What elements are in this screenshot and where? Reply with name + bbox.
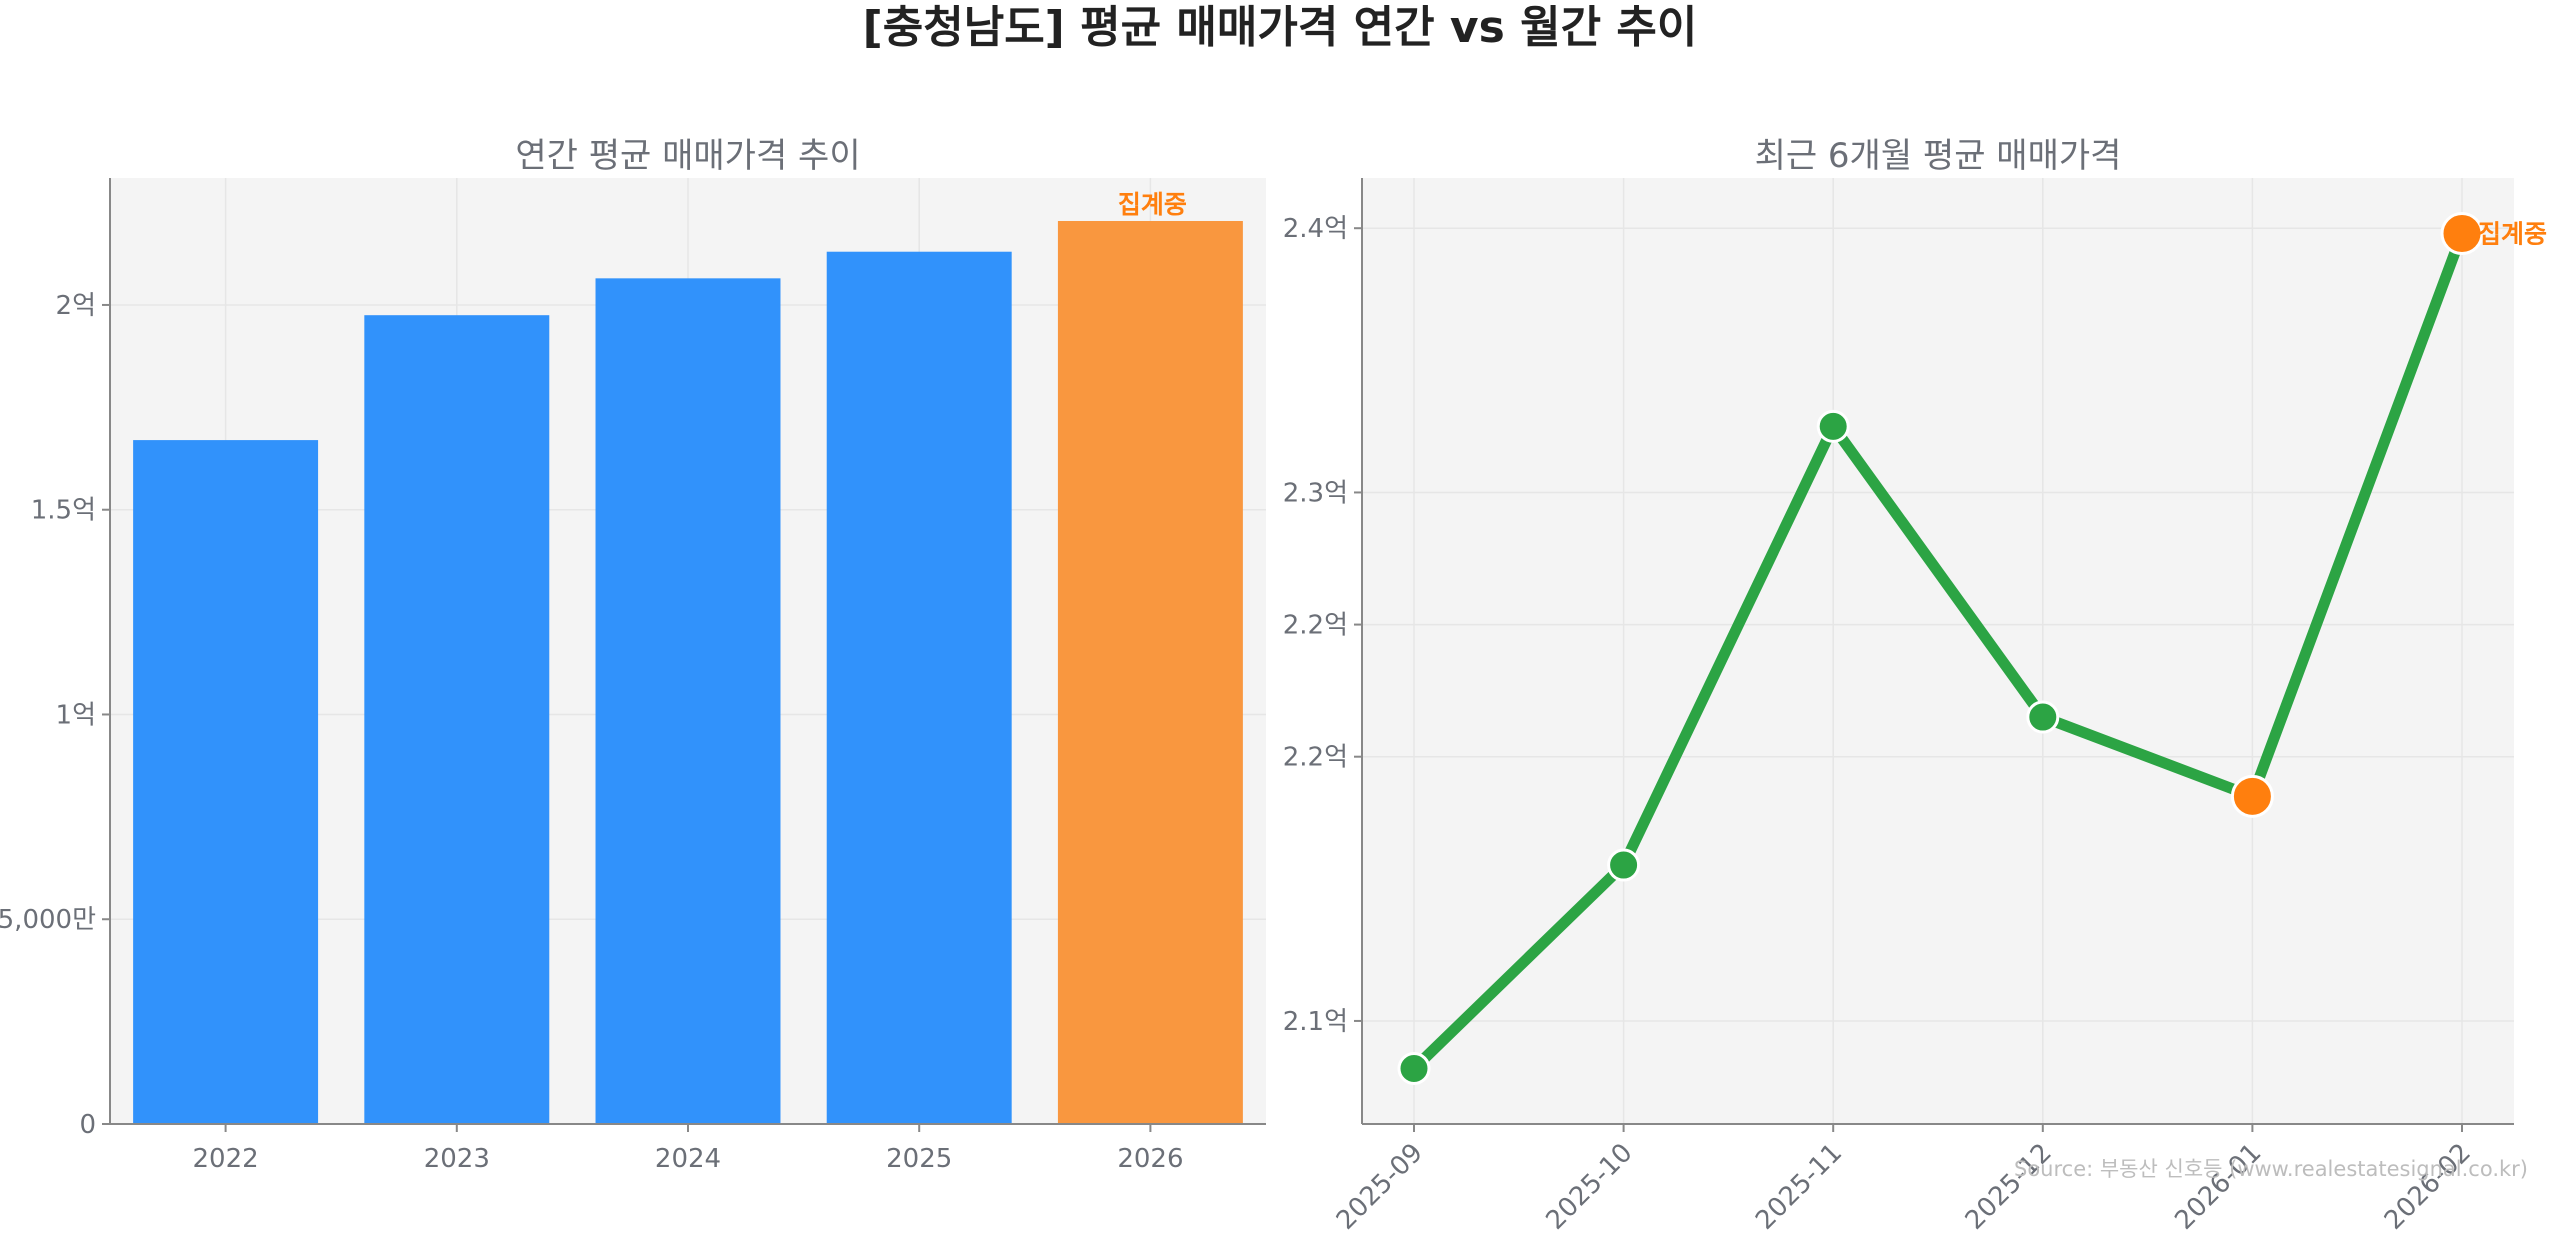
monthly-x-tick-label: 2025-09 xyxy=(1331,1138,1429,1234)
monthly-y-tick-label: 2.4억 xyxy=(1283,214,1348,244)
annual-bar-2024 xyxy=(595,278,781,1124)
annual-x-tick-label: 2023 xyxy=(424,1144,490,1174)
monthly-x-tick-label: 2025-11 xyxy=(1750,1138,1848,1234)
monthly-x-tick-label: 2025-12 xyxy=(1960,1138,2058,1234)
annual-y-tick-label: 1억 xyxy=(56,700,96,730)
annual-x-tick-label: 2026 xyxy=(1117,1144,1183,1174)
annual-bar-2026 xyxy=(1057,221,1243,1124)
annual-x-tick-label: 2025 xyxy=(886,1144,952,1174)
annual-x-ticks: 2022 2023 2024 2025 2026 xyxy=(193,1124,1183,1174)
annual-x-tick-label: 2022 xyxy=(193,1144,259,1174)
annual-y-ticks: 0 5,000만 1억 1.5억 2억 xyxy=(0,291,110,1140)
monthly-point-2026-02 xyxy=(2440,211,2484,255)
monthly-annotation: 집계중 xyxy=(2478,219,2547,248)
monthly-x-tick-label: 2026-02 xyxy=(2379,1138,2477,1234)
source-note: Source: 부동산 신호등 (www.realestatesignal.co… xyxy=(2014,1157,2528,1181)
annual-y-tick-label: 5,000만 xyxy=(0,905,96,935)
monthly-point-2025-10 xyxy=(1607,848,1641,882)
annual-bar-2022 xyxy=(133,440,319,1125)
monthly-point-2025-09 xyxy=(1397,1052,1431,1086)
monthly-x-tick-label: 2025-10 xyxy=(1541,1138,1639,1234)
monthly-plot-background xyxy=(1362,178,2514,1124)
annual-bar-2023 xyxy=(364,315,550,1124)
annual-bar-2025 xyxy=(826,251,1012,1124)
monthly-series-line xyxy=(1408,227,2468,1075)
monthly-y-tick-label: 2.1억 xyxy=(1283,1007,1348,1037)
annual-bars xyxy=(133,221,1243,1125)
annual-y-tick-label: 2억 xyxy=(56,291,96,321)
monthly-y-tick-label: 2.2억 xyxy=(1283,743,1348,773)
monthly-point-2025-11 xyxy=(1816,409,1850,443)
monthly-y-tick-label: 2.3억 xyxy=(1283,478,1348,508)
monthly-y-tick-label: 2.2억 xyxy=(1283,611,1348,641)
annual-y-tick-label: 0 xyxy=(79,1110,96,1140)
annual-x-tick-label: 2024 xyxy=(655,1144,721,1174)
monthly-points xyxy=(1397,211,2484,1086)
annual-chart-title: 연간 평균 매매가격 추이 xyxy=(515,136,860,176)
monthly-point-2025-12 xyxy=(2026,700,2060,734)
monthly-point-2026-01 xyxy=(2230,774,2274,818)
monthly-x-tick-label: 2026-01 xyxy=(2169,1138,2267,1234)
monthly-line-chart: 2.1억 2.2억 2.3억 2.4억 2.2억 2025-09 2025-10 2025-… xyxy=(1283,136,2547,1234)
annual-bar-chart: 0 5,000만 1억 1.5억 2억 2022 2023 2024 2025 2026 연간 … xyxy=(0,136,1266,1174)
annual-annotation: 집계중 xyxy=(1118,190,1187,219)
annual-y-tick-label: 1.5억 xyxy=(31,496,96,526)
figure-title: [충청남도] 평균 매매가격 연간 vs 월간 추이 xyxy=(863,2,1698,53)
monthly-chart-title: 최근 6개월 평균 매매가격 xyxy=(1755,136,2122,176)
monthly-y-ticks: 2.1억 2.2억 2.3억 2.4억 2.2억 xyxy=(1283,214,1362,1037)
